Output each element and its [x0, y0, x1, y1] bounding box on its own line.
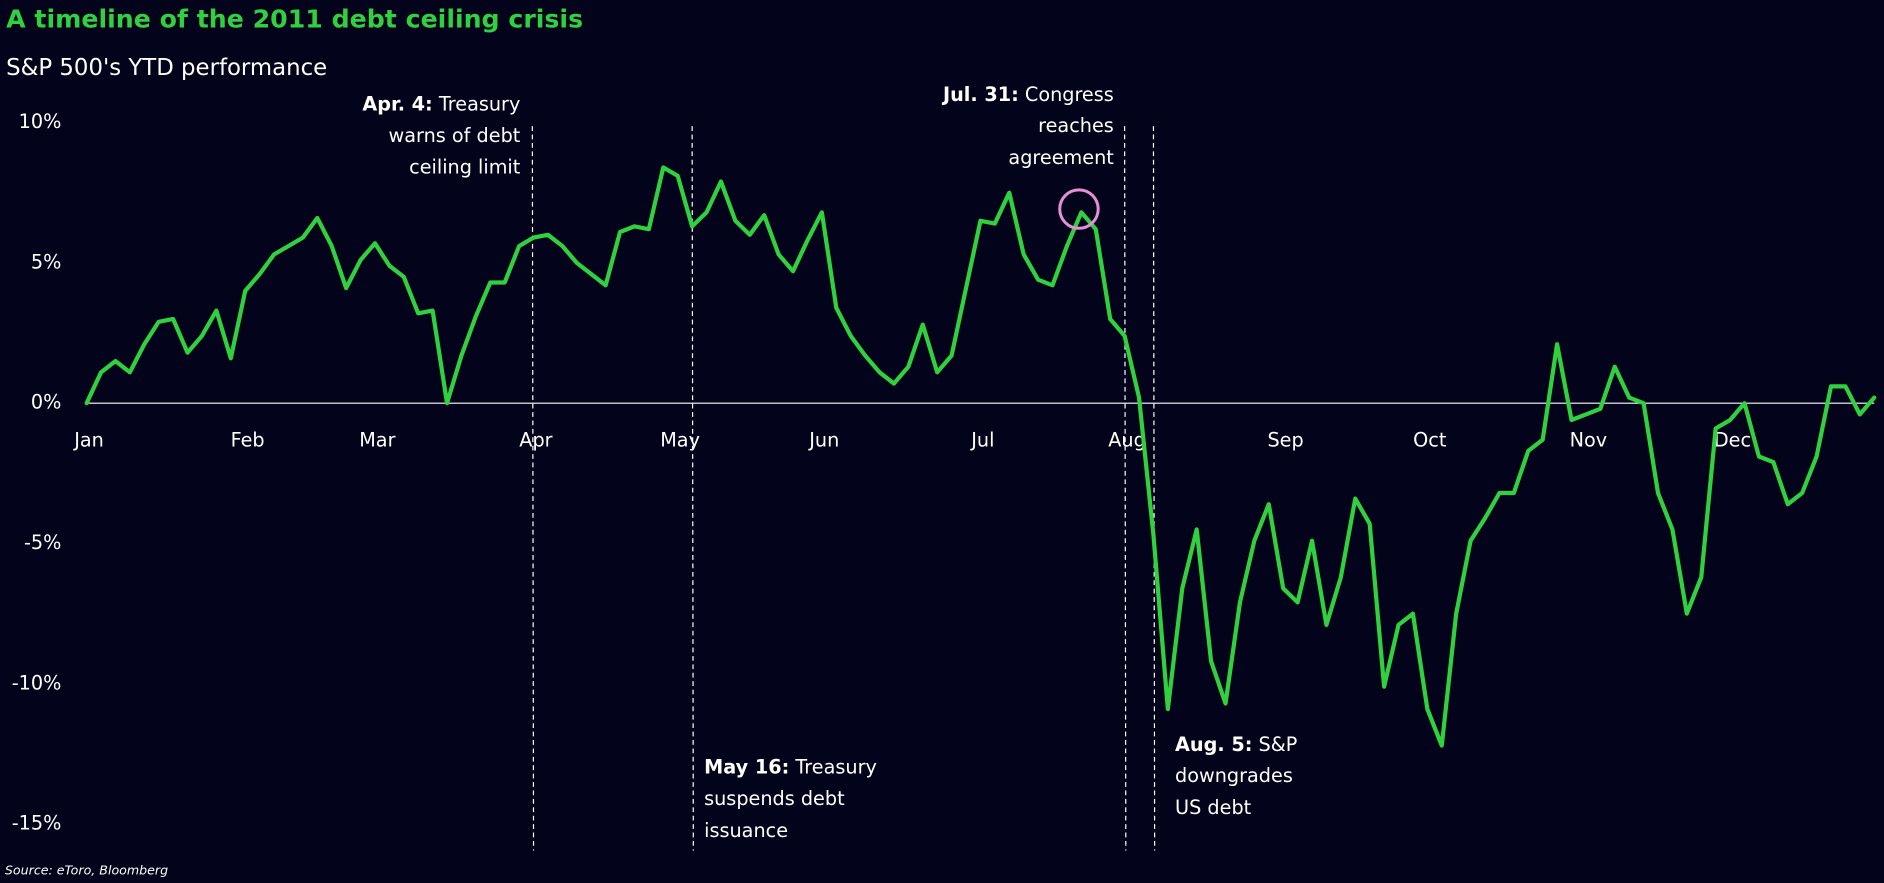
data-line	[84, 165, 1877, 748]
x-tick-label: Sep	[1267, 428, 1303, 451]
y-tick-label: -15%	[12, 812, 62, 835]
x-tick-label: Jun	[808, 428, 839, 451]
annotation-date: Jul. 31:	[941, 82, 1019, 105]
chart-title: A timeline of the 2011 debt ceiling cris…	[6, 4, 583, 33]
x-tick-label: Dec	[1714, 428, 1751, 451]
x-tick-label: Jul	[970, 428, 994, 451]
x-tick-label: Apr	[519, 428, 552, 451]
x-tick-label: Nov	[1570, 428, 1608, 451]
chart-subtitle: S&P 500's YTD performance	[6, 55, 327, 81]
x-tick-label: May	[660, 428, 700, 451]
annotation-line	[691, 126, 694, 851]
annotation-line-text: S&P	[1259, 732, 1298, 755]
annotation-line	[531, 126, 535, 851]
x-tick-label: Jan	[73, 428, 104, 451]
annotation-line	[1124, 126, 1127, 851]
x-tick-label: Feb	[231, 428, 265, 451]
annotation-text: US debt	[1175, 796, 1252, 819]
x-tick-label: Oct	[1413, 428, 1447, 451]
annotation-date: Apr. 4:	[362, 92, 432, 115]
annotation-text: ceiling limit	[409, 156, 521, 179]
y-tick-label: -5%	[24, 531, 61, 554]
annotation-text: suspends debt	[704, 787, 845, 810]
annotation-date: May 16:	[704, 755, 789, 778]
source-note: Source: eToro, Bloomberg	[5, 862, 168, 877]
annotation-line-text: Treasury	[438, 92, 520, 115]
x-tick-label: Aug	[1108, 428, 1146, 451]
highlight-circle	[1058, 188, 1100, 230]
annotation-line-text: Congress	[1025, 82, 1114, 105]
y-tick-label: 0%	[31, 391, 61, 414]
annotation-line-text: Treasury	[794, 755, 876, 778]
annotation-text: agreement	[1008, 146, 1114, 169]
annotation-text: warns of debt	[389, 124, 521, 147]
annotation-line	[1152, 126, 1156, 851]
y-tick-label: 5%	[31, 250, 61, 273]
annotation-text: issuance	[704, 819, 788, 842]
annotation-text: Jul. 31: Congress	[941, 82, 1114, 105]
annotation-text: downgrades	[1175, 764, 1293, 787]
y-tick-label: 10%	[19, 110, 62, 133]
annotation-text: Aug. 5: S&P	[1175, 732, 1297, 755]
annotation-text: May 16: Treasury	[704, 755, 877, 778]
y-tick-label: -10%	[12, 671, 62, 694]
x-tick-label: Mar	[359, 428, 395, 451]
annotation-text: reaches	[1038, 114, 1114, 137]
annotation-text: Apr. 4: Treasury	[362, 92, 520, 115]
annotation-date: Aug. 5:	[1175, 732, 1252, 755]
